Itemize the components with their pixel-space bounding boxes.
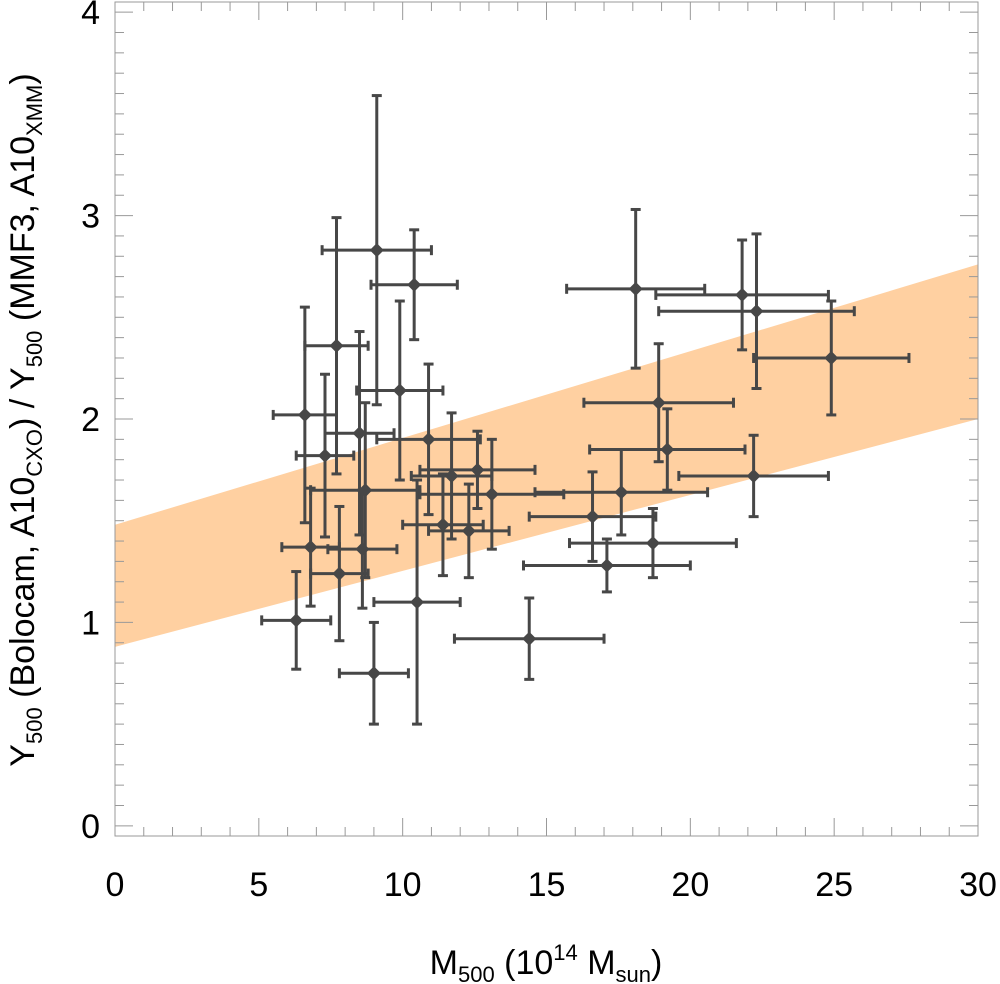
data-point — [654, 238, 830, 352]
confidence-band-layer — [115, 264, 978, 647]
diamond-marker — [369, 243, 384, 258]
data-point — [294, 372, 356, 539]
data-point — [372, 478, 462, 726]
diamond-marker — [749, 304, 764, 319]
data-point — [565, 207, 707, 370]
data-point — [588, 407, 747, 492]
data-point — [427, 482, 511, 580]
diamond-marker — [660, 442, 675, 457]
data-point — [677, 433, 830, 519]
tick-labels: 0 5 10 15 20 25 30 0 1 2 3 4 — [81, 0, 997, 904]
diamond-marker — [317, 448, 332, 463]
diamond-marker — [410, 595, 425, 610]
x-tick-label: 20 — [671, 866, 709, 904]
data-point — [521, 537, 692, 594]
diamond-marker — [329, 338, 344, 353]
data-points-layer — [260, 94, 911, 726]
diamond-marker — [421, 432, 436, 447]
x-tick-label: 0 — [106, 866, 125, 904]
data-point — [657, 232, 856, 390]
x-tick-label: 15 — [528, 866, 566, 904]
data-point — [752, 299, 911, 417]
data-point — [337, 620, 410, 726]
data-point — [582, 342, 735, 464]
diamond-marker — [461, 523, 476, 538]
y-tick-label: 4 — [81, 0, 100, 32]
y-tick-label: 1 — [81, 604, 100, 642]
data-point — [303, 216, 370, 476]
axis-ticks — [114, 2, 979, 836]
x-tick-label: 10 — [384, 866, 422, 904]
diamond-marker — [614, 485, 629, 500]
data-point — [418, 437, 566, 551]
diamond-marker — [297, 407, 312, 422]
diamond-marker — [599, 558, 614, 573]
diamond-marker — [645, 536, 660, 551]
diamond-marker — [358, 483, 373, 498]
data-point — [260, 570, 333, 671]
diamond-marker — [303, 540, 318, 555]
data-point — [369, 228, 459, 342]
data-point — [309, 401, 422, 580]
data-point — [375, 362, 482, 517]
x-tick-label: 25 — [815, 866, 853, 904]
diamond-marker — [746, 468, 761, 483]
y-axis-title: Y500 (Bolocam, A10CXO) / Y500 (MMF3, A10… — [4, 73, 47, 766]
diamond-marker — [407, 277, 422, 292]
data-point — [418, 429, 537, 511]
diamond-marker — [289, 613, 304, 628]
confidence-band — [115, 264, 978, 647]
x-tick-label: 5 — [249, 866, 268, 904]
y-tick-label: 0 — [81, 808, 100, 846]
diamond-marker — [585, 509, 600, 524]
diamond-marker — [484, 487, 499, 502]
data-point — [320, 94, 433, 407]
data-point — [527, 470, 658, 563]
y-tick-label: 3 — [81, 198, 100, 236]
diamond-marker — [824, 350, 839, 365]
diamond-marker — [522, 631, 537, 646]
diamond-marker — [435, 517, 450, 532]
diamond-marker — [628, 281, 643, 296]
y-tick-label: 2 — [81, 401, 100, 439]
x-tick-label: 30 — [959, 866, 997, 904]
diamond-marker — [470, 462, 485, 477]
diamond-marker — [332, 566, 347, 581]
data-point — [323, 330, 396, 537]
diamond-marker — [352, 426, 367, 441]
diamond-marker — [444, 468, 459, 483]
data-point — [355, 299, 445, 482]
diamond-marker — [392, 383, 407, 398]
diamond-marker — [366, 666, 381, 681]
data-point — [452, 596, 606, 681]
data-point — [568, 507, 738, 580]
data-point — [533, 448, 710, 537]
diamond-marker — [735, 287, 750, 302]
diamond-marker — [651, 395, 666, 410]
x-axis-title: M500 (1014 Msun) — [430, 940, 663, 984]
